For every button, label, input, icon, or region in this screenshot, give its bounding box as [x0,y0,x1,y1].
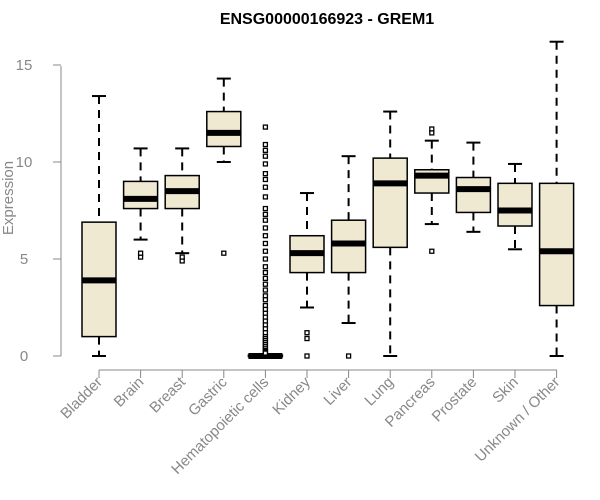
x-tick-label-liver: Liver [320,374,355,409]
box-pancreas [414,126,450,254]
iqr-box [455,176,492,214]
x-tick-label-brain: Brain [111,374,148,411]
outlier-point [262,153,269,159]
outlier-point [262,269,269,276]
outlier-point [262,217,269,223]
outlier-point [262,248,269,254]
outlier-point [262,161,269,167]
x-tick-label-prostate: Prostate [429,374,481,426]
y-ticks: 0 5 10 15 [16,57,61,365]
outlier-point [137,250,144,256]
outlier-point [262,297,269,303]
outlier-point [262,233,269,239]
box-lung [372,110,408,357]
outlier-point [429,130,435,136]
outlier-point [262,147,269,154]
outlier-point [304,353,310,359]
outlier-point [262,211,269,218]
y-axis-label: Expression [0,161,17,235]
box-unknown-other [538,40,575,357]
outlier-point [262,170,269,177]
outlier-point [262,256,269,262]
x-tick-label-lung: Lung [361,374,397,410]
outlier-point [262,194,269,200]
x-tick-label-bladder: Bladder [57,374,106,423]
y-tick-label: 10 [16,154,33,171]
outlier-point [429,248,435,254]
outlier-point [179,254,185,260]
outlier-point [262,240,269,247]
iqr-box [122,180,159,210]
chart-title: ENSG00000166923 - GREM1 [220,11,434,28]
x-tick-label-kidney: Kidney [269,373,314,418]
iqr-box [372,157,408,249]
outlier-point [262,205,269,212]
outlier-point [262,287,269,293]
outlier-point [304,335,310,342]
box-gastric [206,77,242,256]
outlier-point [262,350,269,356]
box-brain [122,147,159,260]
box-bladder [81,95,117,357]
boxes [81,40,575,359]
outlier-point [262,264,269,270]
box-liver [330,155,367,359]
box-kidney [289,192,325,359]
box-hematopoietic-cells [247,124,284,359]
iqr-box [497,182,533,227]
box-skin [497,162,533,251]
iqr-box [206,110,242,148]
y-tick-label: 5 [20,251,28,268]
x-tick-label-skin: Skin [489,374,522,407]
x-tick-label-breast: Breast [146,373,189,416]
iqr-box [538,182,575,307]
outlier-point [262,176,269,183]
y-tick-label: 15 [16,57,33,74]
outlier-point [345,353,352,359]
outlier-point [304,330,310,336]
outlier-point [262,225,269,231]
outlier-point [262,275,269,282]
outlier-point [221,250,227,256]
y-tick-label: 0 [20,348,28,365]
outlier-point [262,281,269,287]
box-breast [164,147,200,264]
outlier-point [262,141,269,148]
outlier-point [262,124,269,130]
outlier-point [262,184,269,190]
box-prostate [455,141,492,233]
